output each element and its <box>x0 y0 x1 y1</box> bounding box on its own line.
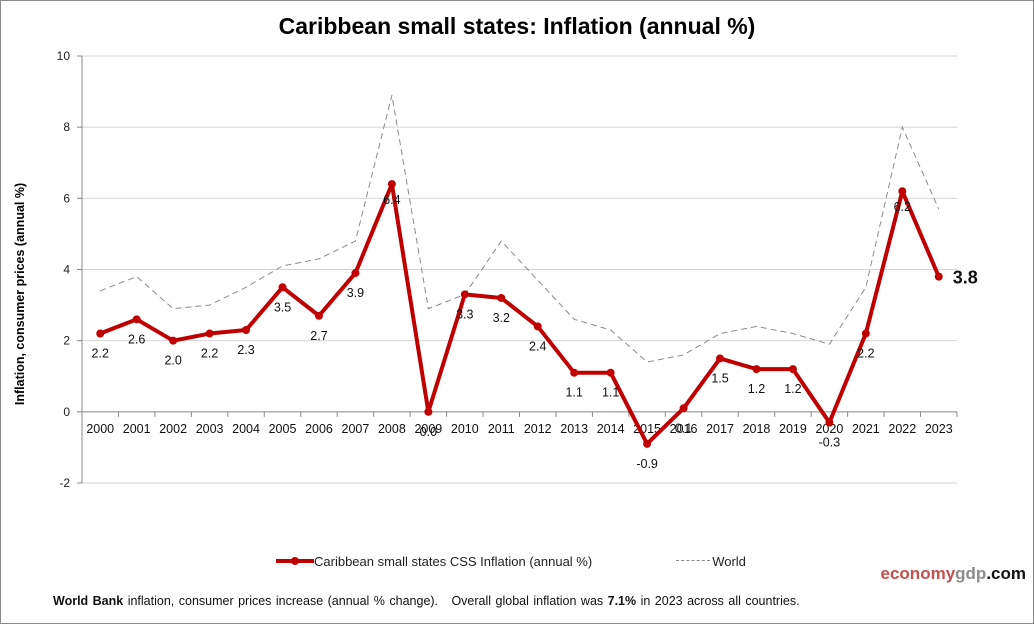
legend: Caribbean small states CSS Inflation (an… <box>276 552 746 570</box>
x-tick-label: 2006 <box>305 422 333 436</box>
x-tick-label: 2017 <box>706 422 734 436</box>
data-point-css <box>861 329 870 338</box>
data-label: 3.3 <box>456 307 473 321</box>
data-label: -0.9 <box>636 457 658 471</box>
x-tick-label: 2012 <box>524 422 552 436</box>
data-point-css <box>242 325 251 334</box>
x-tick-label: 2023 <box>925 422 953 436</box>
legend-item-world: World <box>592 552 746 570</box>
series-line-css <box>99 182 941 446</box>
footer-text-1: inflation, consumer prices increase (ann… <box>123 594 608 608</box>
data-label: 0.0 <box>420 425 437 439</box>
logo-part-economy: economy <box>880 564 956 583</box>
x-tick-label: 2002 <box>159 422 187 436</box>
data-label: 6.4 <box>383 193 400 207</box>
y-tick-label: 10 <box>57 49 71 63</box>
chart-title: Caribbean small states: Inflation (annua… <box>278 13 756 39</box>
x-tick-label: 2018 <box>743 422 771 436</box>
x-tick-label: 2021 <box>852 422 880 436</box>
data-point-css <box>314 311 323 320</box>
legend-label-world: World <box>712 553 746 569</box>
data-point-css <box>278 283 287 292</box>
y-tick-label: 2 <box>63 334 70 348</box>
data-point-css <box>497 293 506 302</box>
y-tick-label: 6 <box>63 191 70 205</box>
data-point-css <box>424 407 433 416</box>
data-point-css <box>643 439 652 448</box>
x-tick-label: 2009 <box>414 422 442 436</box>
data-point-css <box>387 180 396 189</box>
data-point-css <box>934 272 943 281</box>
last-value-label: 3.8 <box>953 268 978 288</box>
legend-item-css: Caribbean small states CSS Inflation (an… <box>276 552 592 570</box>
site-logo: economygdp.com <box>881 564 1026 584</box>
logo-part-com: .com <box>986 564 1026 583</box>
data-label: 3.5 <box>274 300 291 314</box>
data-label: 2.3 <box>237 343 254 357</box>
x-tick-label: 2013 <box>560 422 588 436</box>
x-tick-label: 2020 <box>815 422 843 436</box>
legend-label-css: Caribbean small states CSS Inflation (an… <box>314 553 593 569</box>
data-point-css <box>460 290 469 299</box>
data-label: 2.2 <box>857 347 874 361</box>
data-label: 1.1 <box>602 386 619 400</box>
x-tick-label: 2016 <box>670 422 698 436</box>
data-point-css <box>788 365 797 374</box>
data-label: 3.9 <box>347 286 364 300</box>
series-line-world <box>100 95 940 363</box>
data-label: 1.1 <box>565 386 582 400</box>
footer-value: 7.1% <box>607 594 637 608</box>
y-tick-label: 4 <box>63 263 70 277</box>
footer-text-2: in 2023 across all countries. <box>636 594 800 608</box>
data-label: 2.2 <box>92 347 109 361</box>
x-tick-label: 2007 <box>342 422 370 436</box>
data-label: 1.5 <box>711 371 728 385</box>
x-tick-label: 2000 <box>86 422 114 436</box>
data-point-css <box>96 329 105 338</box>
y-tick-label: 8 <box>63 120 70 134</box>
x-tick-label: 2010 <box>451 422 479 436</box>
data-point-css <box>716 354 725 363</box>
data-point-css <box>533 322 542 331</box>
data-label: 2.0 <box>164 354 181 368</box>
data-point-css <box>570 368 579 377</box>
x-tick-label: 2019 <box>779 422 807 436</box>
x-tick-label: 2014 <box>597 422 625 436</box>
x-tick-label: 2022 <box>888 422 916 436</box>
data-label: 1.2 <box>748 382 765 396</box>
logo-part-gdp: gdp <box>955 564 987 583</box>
legend-swatch-world <box>674 552 712 570</box>
data-point-css <box>898 187 907 196</box>
footer-source: World Bank <box>53 594 124 608</box>
legend-swatch-css <box>276 552 314 570</box>
data-label: 1.2 <box>784 382 801 396</box>
data-point-css <box>679 404 688 413</box>
x-tick-label: 2004 <box>232 422 260 436</box>
x-tick-label: 2011 <box>488 422 515 436</box>
x-tick-label: 2003 <box>196 422 224 436</box>
x-tick-label: 2008 <box>378 422 406 436</box>
y-tick-label: -2 <box>59 476 70 490</box>
data-label: 0.1 <box>675 421 692 435</box>
data-point-css <box>825 418 834 427</box>
data-point-css <box>606 368 615 377</box>
data-point-css <box>205 329 214 338</box>
data-label: 3.2 <box>493 311 510 325</box>
data-point-css <box>169 336 178 345</box>
footer-note: World Bank inflation, consumer prices in… <box>53 594 800 608</box>
data-label: 2.2 <box>201 347 218 361</box>
data-label: 2.4 <box>529 339 546 353</box>
data-label: 6.2 <box>894 200 911 214</box>
y-tick-label: 0 <box>63 405 70 419</box>
x-tick-label: 2001 <box>123 422 151 436</box>
data-point-css <box>132 315 141 324</box>
x-tick-label: 2005 <box>269 422 297 436</box>
data-point-css <box>351 269 360 278</box>
data-label: -0.3 <box>819 436 841 450</box>
data-point-css <box>752 365 761 374</box>
data-label: 2.6 <box>128 332 145 346</box>
data-label: 2.7 <box>310 329 327 343</box>
